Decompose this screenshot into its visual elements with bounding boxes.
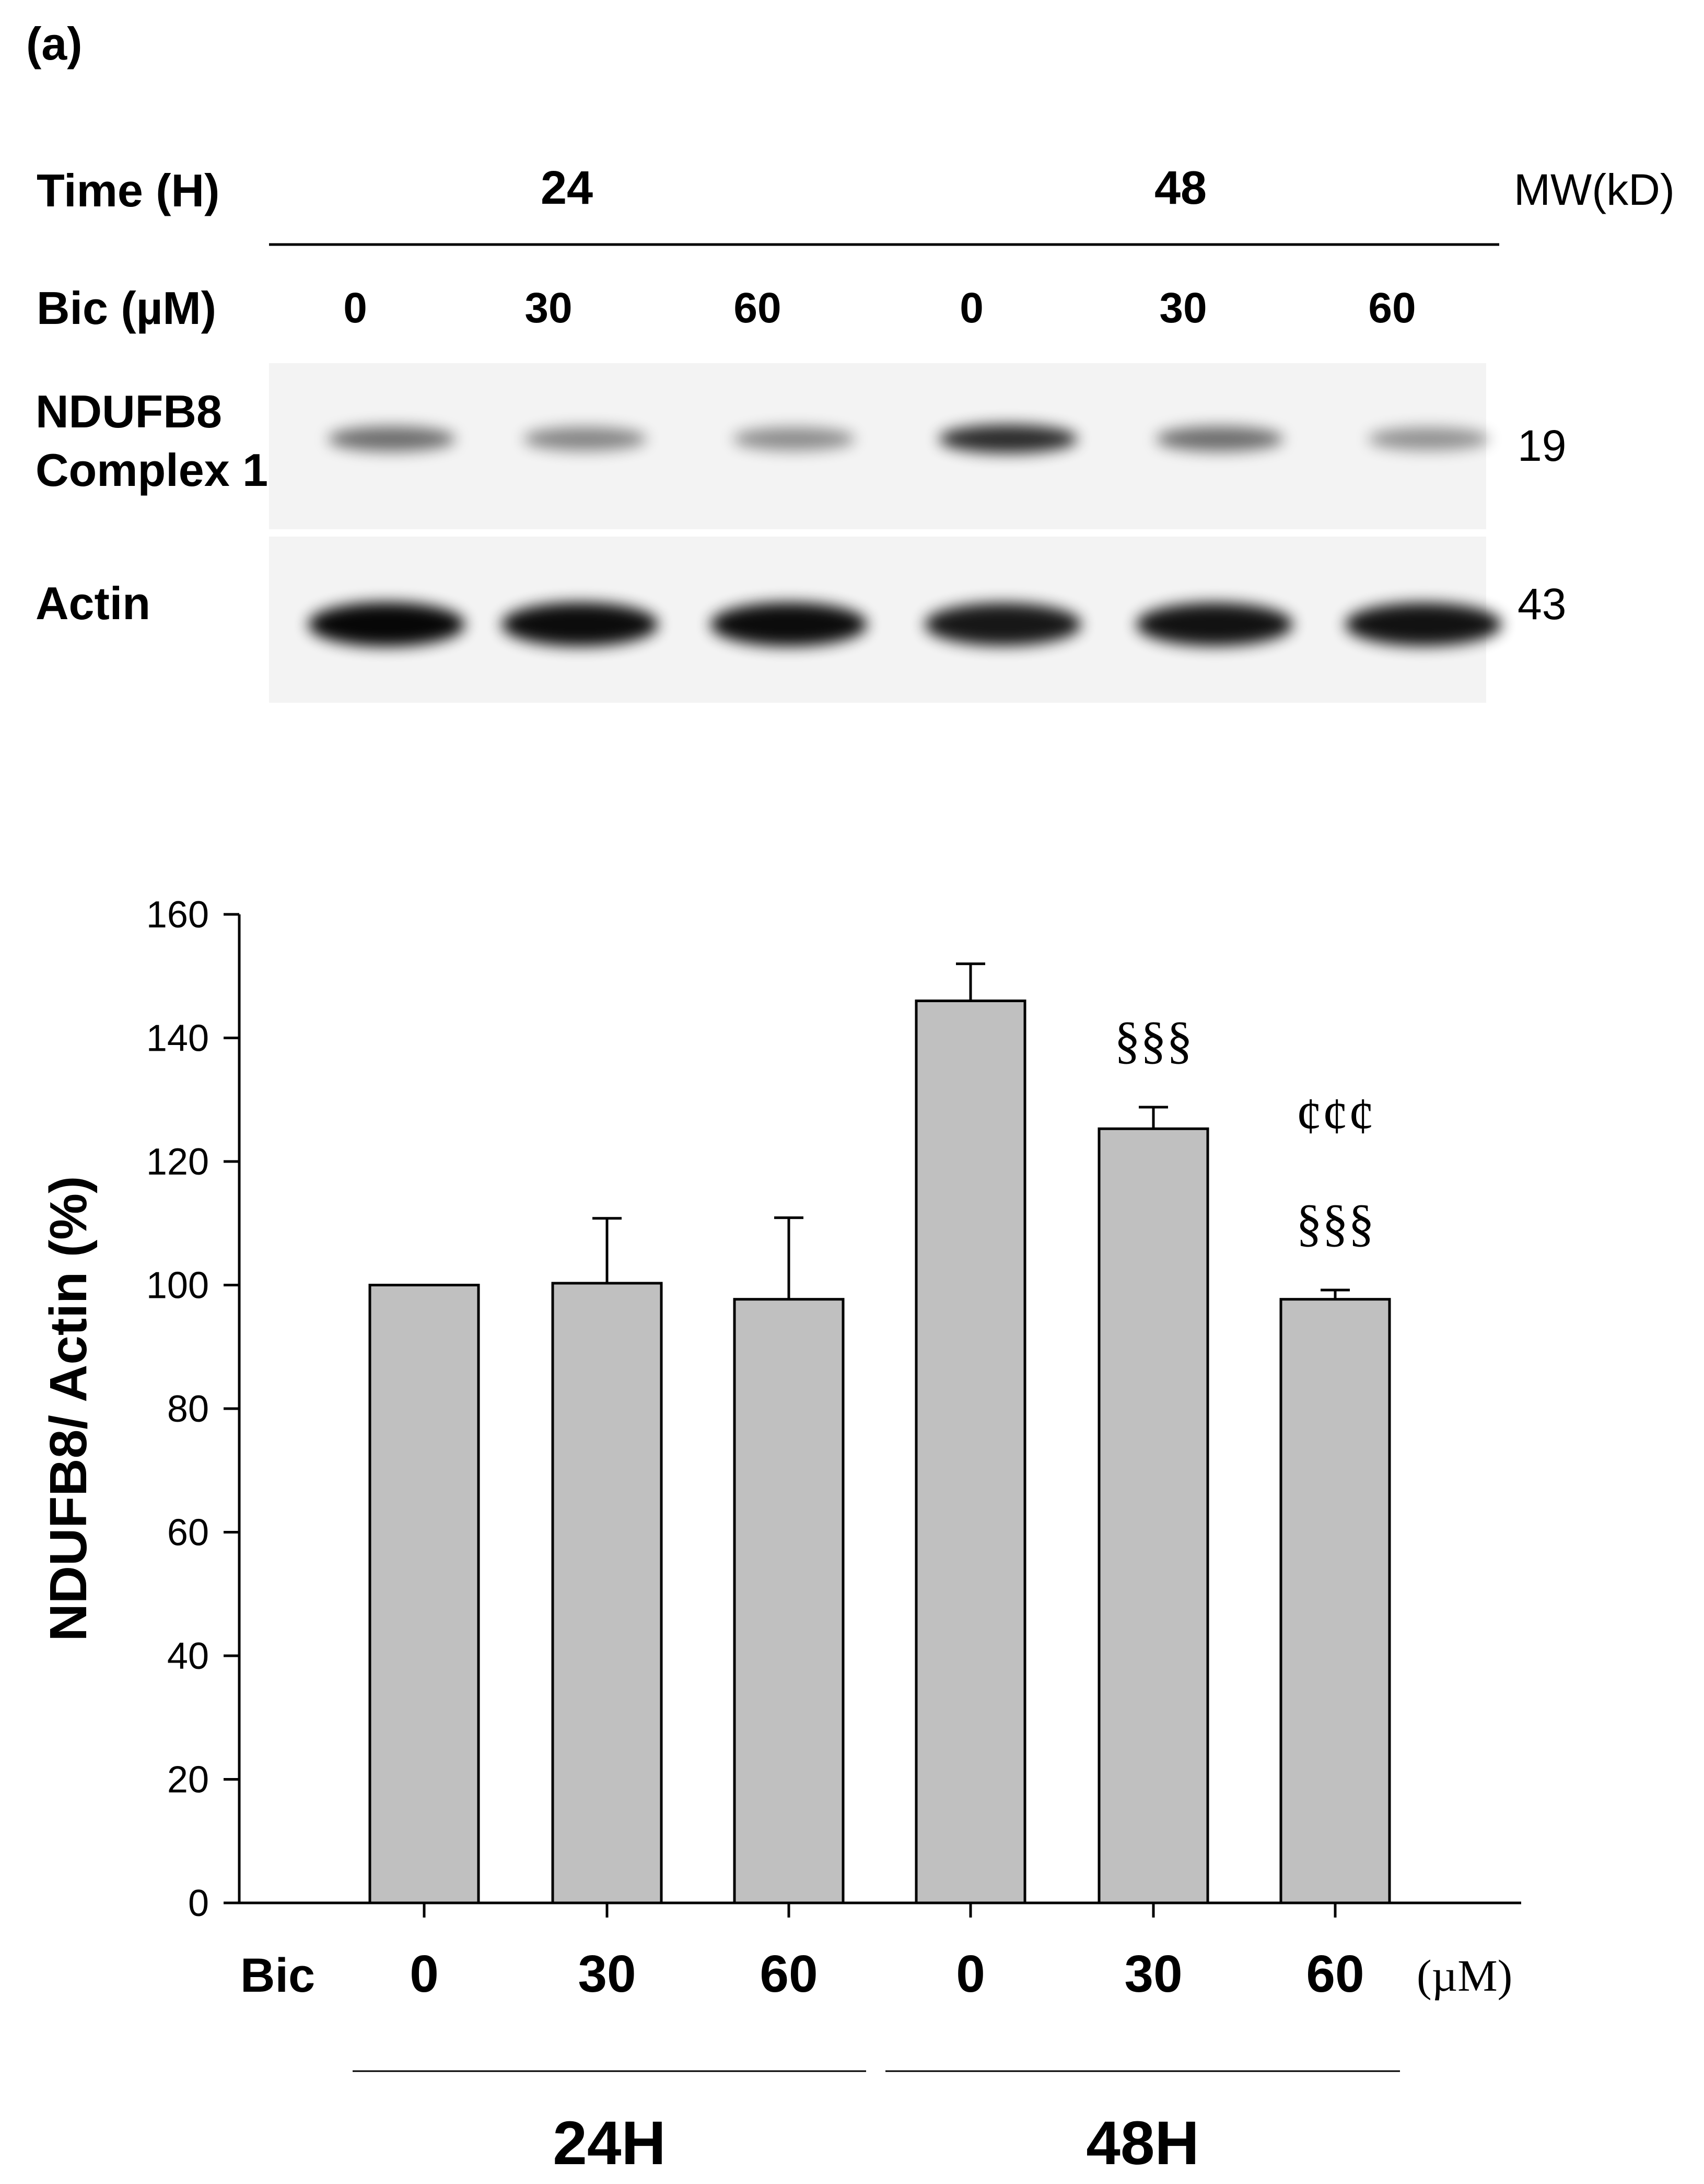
y-tick-label: 60 xyxy=(167,1512,209,1554)
blot-dose-label: 0 xyxy=(343,284,367,332)
blot-band xyxy=(308,602,465,647)
significance-mark: §§§ xyxy=(1114,1011,1193,1069)
significance-mark: §§§ xyxy=(1296,1194,1374,1252)
blot-band xyxy=(939,424,1078,454)
blot-row-label: Complex 1 xyxy=(36,444,268,496)
panel-label: (a) xyxy=(26,18,83,69)
x-prefix-label: Bic xyxy=(240,1949,315,2002)
group-label: 48H xyxy=(1086,2109,1199,2178)
blot-band xyxy=(523,427,647,451)
blot-row-label: Actin xyxy=(36,577,150,629)
y-tick-label: 0 xyxy=(188,1883,209,1924)
blot-dose-label: 60 xyxy=(1368,284,1416,332)
y-tick-label: 20 xyxy=(167,1759,209,1801)
bar-chart: 0 20 40 60 80 100 120 140 160 NDUFB8/ Actin (%) 0 3… xyxy=(39,894,1521,2178)
blot-band xyxy=(1156,426,1283,451)
x-tick-label: 30 xyxy=(578,1945,636,2003)
time-group-label: 24 xyxy=(541,162,593,214)
mw-value: 43 xyxy=(1518,579,1566,629)
time-group-label: 48 xyxy=(1154,162,1207,214)
x-tick-label: 30 xyxy=(1124,1945,1182,2003)
y-tick-label: 40 xyxy=(167,1635,209,1677)
group-label: 24H xyxy=(553,2109,666,2178)
bar xyxy=(733,1298,845,1904)
western-blot: Time (H) 24 48 MW(kD) Bic (µM) 0 30 60 0 30 60 NDUF… xyxy=(36,162,1675,703)
bar xyxy=(1279,1298,1391,1904)
blot-band xyxy=(328,426,456,451)
blot-dose-label: 30 xyxy=(524,284,572,332)
x-unit-label: (µM) xyxy=(1417,1950,1512,2001)
y-tick-label: 120 xyxy=(146,1141,209,1183)
x-tick-label: 60 xyxy=(1306,1945,1364,2003)
y-tick-label: 140 xyxy=(146,1018,209,1060)
blot-band xyxy=(733,427,855,451)
blot-dose-label: 0 xyxy=(960,284,984,332)
y-tick-label: 80 xyxy=(167,1388,209,1430)
blot-band xyxy=(925,602,1081,646)
blot-band xyxy=(1136,602,1293,646)
bar xyxy=(1098,1127,1209,1904)
y-axis-label: NDUFB8/ Actin (%) xyxy=(39,1176,98,1642)
bar xyxy=(368,1284,480,1904)
significance-mark: ¢¢¢ xyxy=(1296,1087,1374,1145)
bar xyxy=(915,1000,1026,1904)
blot-band xyxy=(710,602,867,647)
blot-strip xyxy=(269,363,1486,529)
y-tick-label: 100 xyxy=(146,1265,209,1307)
blot-row-label: NDUFB8 xyxy=(36,386,222,437)
x-tick-label: 0 xyxy=(410,1945,439,2003)
bar xyxy=(551,1282,663,1904)
blot-band xyxy=(501,602,658,647)
x-tick-label: 0 xyxy=(956,1945,985,2003)
blot-dose-label: 30 xyxy=(1159,284,1207,332)
mw-label: MW(kD) xyxy=(1514,165,1675,214)
y-tick-label: 160 xyxy=(146,894,209,936)
bic-label: Bic (µM) xyxy=(37,282,216,334)
time-label: Time (H) xyxy=(37,165,219,216)
blot-band xyxy=(1345,602,1502,646)
blot-dose-label: 60 xyxy=(733,284,781,332)
blot-band xyxy=(1368,427,1489,450)
mw-value: 19 xyxy=(1518,421,1566,470)
x-tick-label: 60 xyxy=(760,1945,818,2003)
